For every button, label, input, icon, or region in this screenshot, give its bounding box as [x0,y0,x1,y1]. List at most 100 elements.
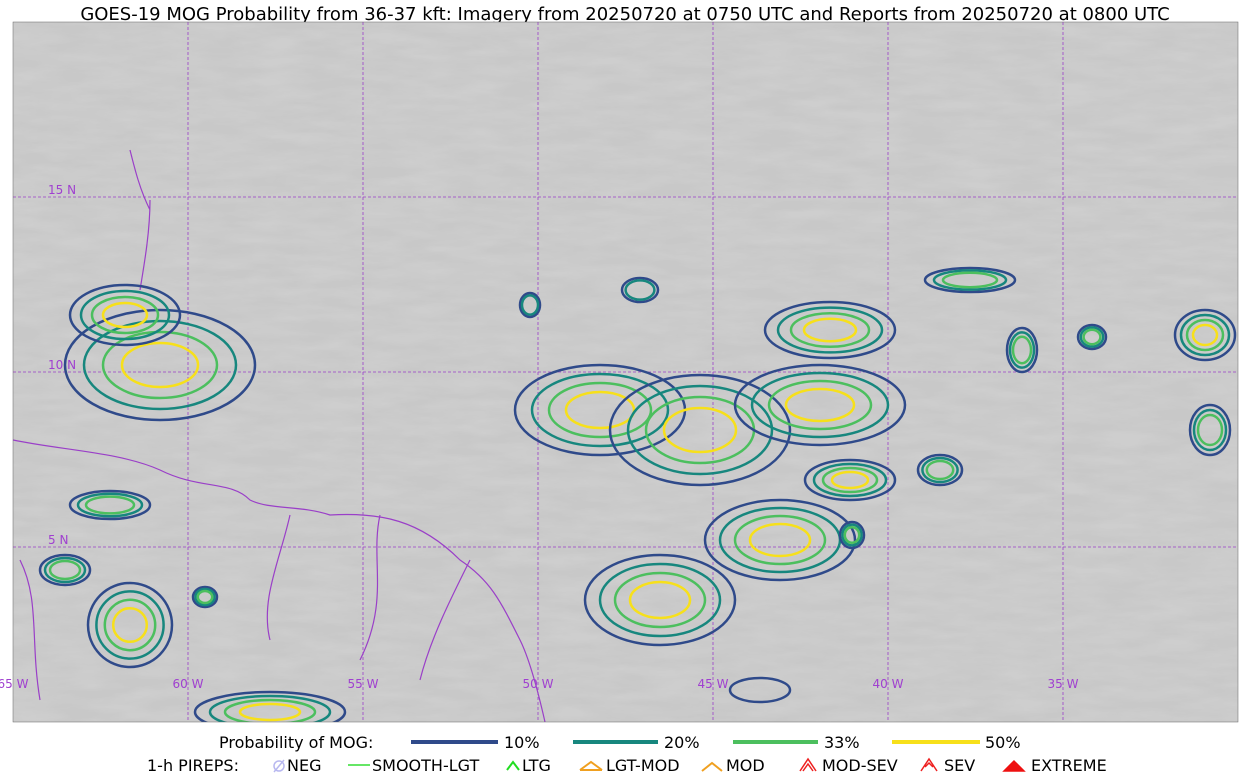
contour [1185,318,1225,352]
contour [812,462,888,498]
contour [76,492,144,518]
contour [921,456,959,484]
contour [48,559,82,581]
pirep-icons [273,757,1026,773]
contour [763,300,897,360]
ltg-icon [506,760,520,771]
contour [68,489,152,521]
contour [830,470,870,490]
graticule [13,22,1238,722]
contour [103,598,157,652]
coastlines [13,149,546,722]
contour [95,590,165,660]
contour [838,520,866,550]
contour [789,311,871,349]
pirep-label: MOD-SEV [822,756,898,775]
contour [598,562,722,638]
contour [68,283,182,347]
lon-label: 50 W [523,677,554,691]
neg-icon [273,759,285,773]
contour [620,276,660,304]
lat-label: 10 N [48,358,76,372]
contour [802,317,858,343]
lat-label: 5 N [48,533,68,547]
lon-label: 60 W [173,677,204,691]
contour [843,525,861,545]
mod-icon [701,761,723,772]
contour [608,373,792,487]
lon-label: 65 W [0,677,29,691]
contour [776,306,884,354]
extreme-icon [1002,759,1026,772]
legend-label: 33% [824,733,860,752]
contour [1188,403,1232,457]
contour [1076,323,1108,351]
map-frame [12,21,1239,723]
contour [1082,328,1102,346]
lon-label: 45 W [698,677,729,691]
pirep-label: SEV [944,756,975,775]
contour [63,308,257,422]
contour [82,319,238,411]
contour [733,363,907,447]
contour [1179,313,1231,357]
map [13,22,1238,722]
contour [196,589,214,605]
contour [925,459,955,481]
contour [767,379,873,431]
contour [583,553,737,647]
lon-label: 40 W [873,677,904,691]
contour [86,581,174,669]
contour [1008,331,1036,369]
contour [923,266,1017,294]
contour [728,676,792,704]
contour [193,690,347,722]
legend-title: Probability of MOG: [219,733,373,752]
pirep-label: MOD [726,756,765,775]
contour [84,495,136,515]
contour [841,523,863,547]
contour [530,372,670,448]
contour [1079,326,1105,348]
contour [43,556,87,584]
contour [784,387,856,423]
legend-label: 20% [664,733,700,752]
contour [1192,408,1228,452]
contour [547,381,653,439]
contour [194,587,216,607]
contour [518,291,542,319]
contour [223,698,317,722]
contour [733,514,827,566]
lon-label: 55 W [348,677,379,691]
contour [1191,323,1219,347]
contour [703,498,857,582]
contour [238,702,302,722]
contour [626,384,774,476]
pirep-label: SMOOTH-LGT [372,756,479,775]
contour [1196,413,1224,447]
contour [208,694,332,722]
lon-label: 35 W [1048,677,1079,691]
contour [941,271,999,289]
contour [916,453,964,487]
legend-label: 50% [985,733,1021,752]
contour [1005,326,1039,374]
contour [120,341,200,389]
contour [79,289,171,341]
contour [748,522,812,558]
contour [624,279,656,301]
contour [111,606,149,644]
contour [750,371,890,439]
pirep-title: 1-h PIREPS: [147,756,239,775]
lat-label: 15 N [48,183,76,197]
contour [821,466,879,494]
lgtmod-icon [579,760,603,771]
title: GOES-19 MOG Probability from 36-37 kft: … [80,4,1169,25]
contour [191,585,219,609]
contour [613,571,707,629]
contour [101,330,219,400]
legend: 10% 20% 33% 50% [411,733,1021,752]
contour [101,301,149,329]
sev-icon [920,757,938,772]
legend-label: 10% [504,733,540,752]
